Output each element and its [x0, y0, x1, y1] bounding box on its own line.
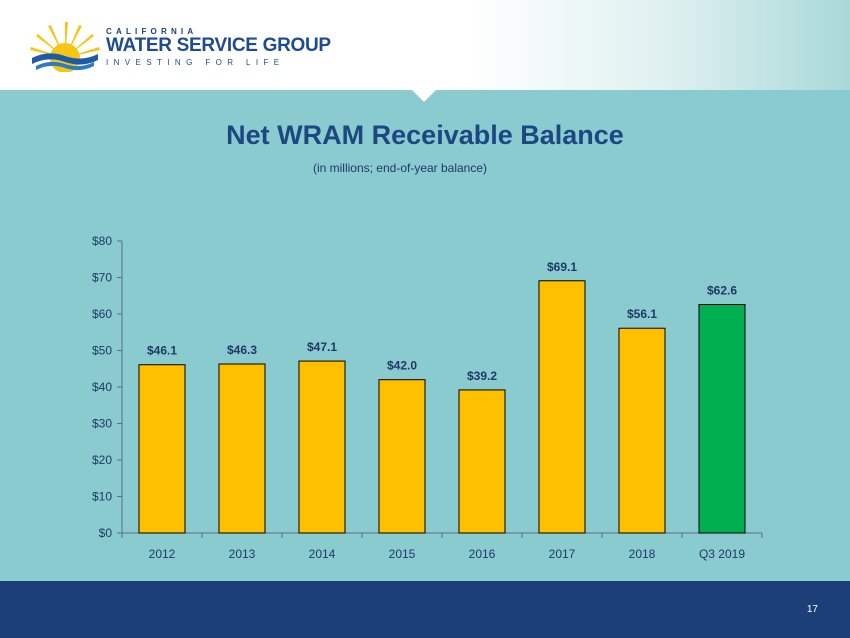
bar-value-label: $56.1: [627, 307, 657, 321]
bar: [378, 379, 426, 534]
chart-title: Net WRAM Receivable Balance: [226, 120, 624, 150]
bar-value-label: $62.6: [707, 284, 737, 298]
bar-value-label: $47.1: [307, 340, 337, 354]
bar-value-label: $69.1: [547, 260, 577, 274]
y-tick-label: $0: [99, 526, 113, 540]
brand-tagline: INVESTING FOR LIFE: [106, 58, 285, 67]
bar: [218, 363, 266, 534]
x-tick-label: 2012: [149, 547, 176, 561]
x-tick-label: 2018: [629, 547, 656, 561]
x-tick-label: 2017: [549, 547, 576, 561]
x-tick-label: 2013: [229, 547, 256, 561]
bar: [618, 327, 666, 534]
bar: [458, 389, 506, 534]
y-tick-label: $60: [92, 307, 112, 321]
bar: [698, 304, 746, 534]
x-tick-label: 2015: [389, 547, 416, 561]
bar: [538, 280, 586, 534]
y-tick-label: $10: [92, 490, 112, 504]
brand-line-top: CALIFORNIA: [106, 27, 198, 36]
y-tick-label: $70: [92, 271, 112, 285]
header-banner: [0, 0, 850, 90]
brand-name: WATER SERVICE GROUP: [106, 35, 331, 56]
header-notch: [410, 88, 438, 102]
x-tick-label: 2016: [469, 547, 496, 561]
x-tick-label: Q3 2019: [699, 547, 745, 561]
bar: [298, 360, 346, 534]
y-tick-label: $80: [92, 234, 112, 248]
chart-subtitle: (in millions; end-of-year balance): [312, 161, 488, 175]
bar-value-label: $46.3: [227, 343, 257, 357]
footer-bar: [0, 581, 850, 638]
bar-chart: $0 $10 $20 $30 $40 $50 $60 $70 $80 $46.1 2012 $46.3…: [92, 234, 763, 561]
bar-value-label: $39.2: [467, 369, 497, 383]
bar: [138, 364, 186, 534]
x-tick-label: 2014: [309, 547, 336, 561]
y-tick-label: $40: [92, 380, 112, 394]
bar-value-label: $46.1: [147, 344, 177, 358]
y-tick-label: $50: [92, 344, 112, 358]
y-tick-label: $20: [92, 453, 112, 467]
page-number: 17: [806, 604, 818, 615]
bar-value-label: $42.0: [387, 359, 417, 373]
y-tick-label: $30: [92, 417, 112, 431]
sun-water-logo-icon: [30, 22, 100, 72]
